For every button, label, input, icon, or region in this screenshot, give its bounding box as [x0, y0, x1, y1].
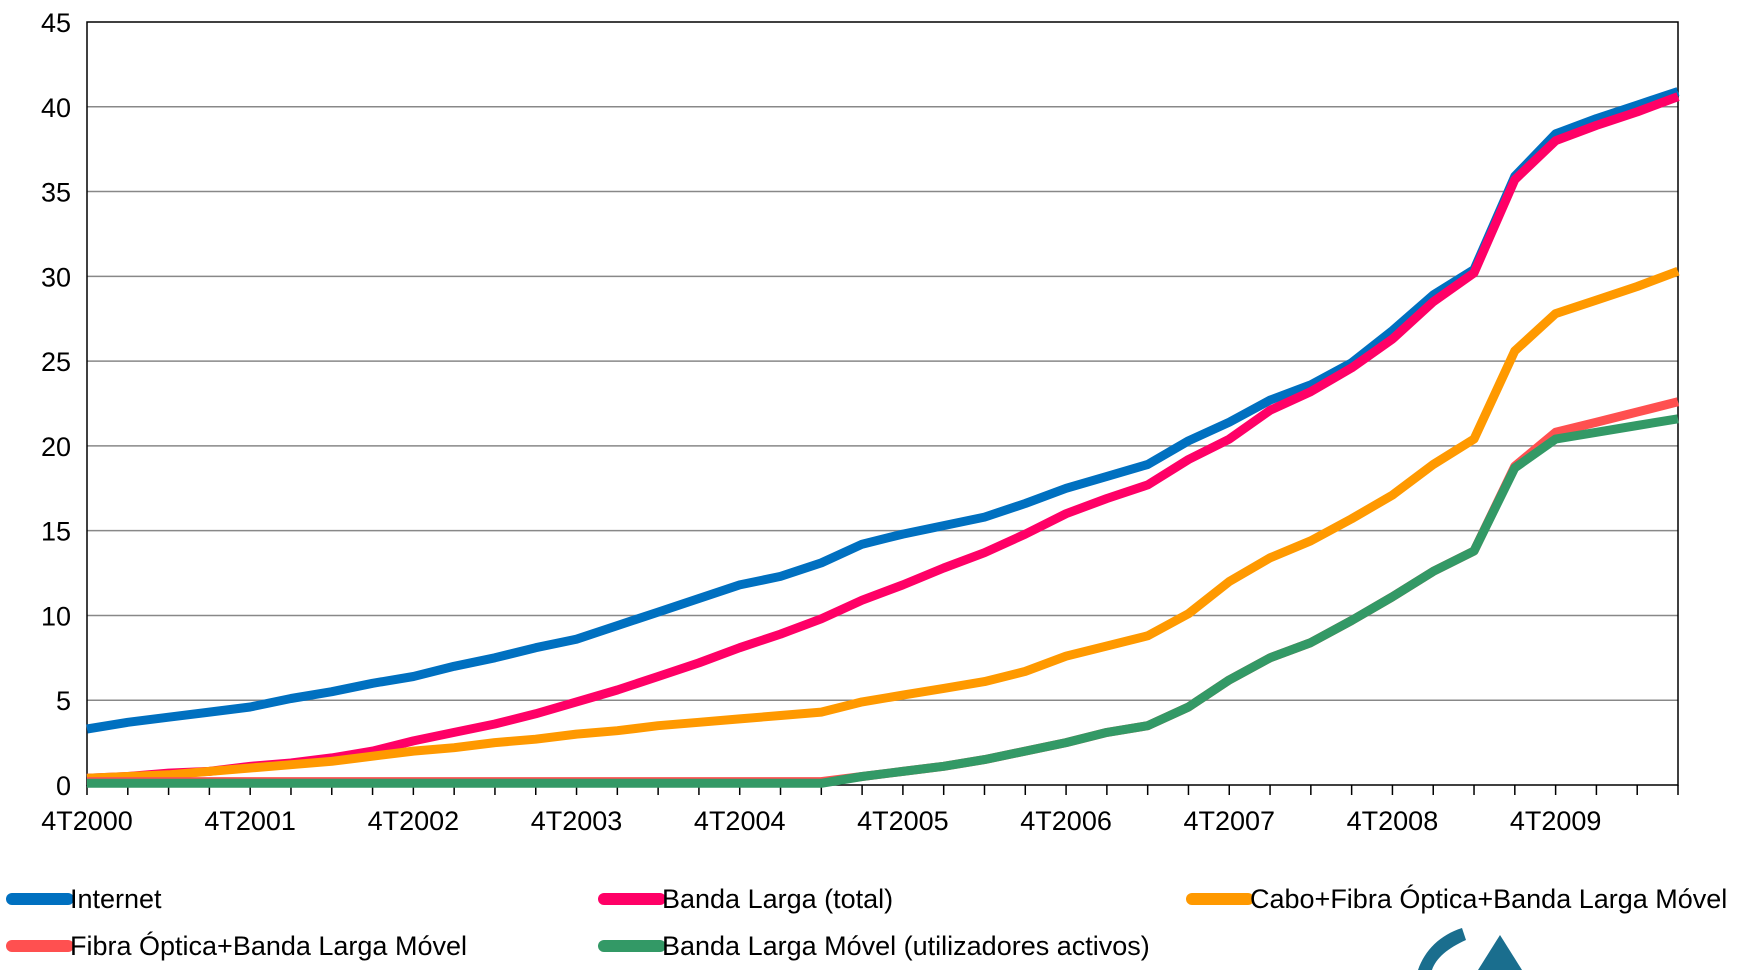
legend-label: Banda Larga (total): [662, 884, 893, 914]
axes: 0 5 10 15 20 25 30 35 40 45 4T2000 4T2001 4T2002 4T20…: [41, 8, 1679, 836]
x-tick-label: 4T2008: [1347, 806, 1439, 836]
y-tick-label: 40: [41, 93, 71, 123]
legend: Internet Banda Larga (total) Cabo+Fibra Óp…: [6, 883, 1727, 961]
series-line: [86, 92, 1680, 783]
logo: [1418, 928, 1522, 970]
y-tick-label: 20: [41, 432, 71, 462]
y-tick-label: 0: [56, 771, 71, 801]
legend-label: Cabo+Fibra Óptica+Banda Larga Móvel: [1250, 883, 1727, 914]
x-tick-label: 4T2007: [1183, 806, 1275, 836]
gridlines: [87, 106, 1678, 701]
logo-peak: [1478, 935, 1522, 970]
series-line: [86, 87, 1680, 734]
x-tick-label: 4T2001: [204, 806, 296, 836]
y-tick-label: 45: [41, 8, 71, 38]
x-tick-label: 4T2002: [368, 806, 460, 836]
y-tick-label: 10: [41, 601, 71, 631]
y-tick-label: 15: [41, 517, 71, 547]
y-tick-label: 30: [41, 262, 71, 292]
legend-label: Fibra Óptica+Banda Larga Móvel: [70, 930, 467, 961]
x-tick-label: 4T2006: [1020, 806, 1112, 836]
plot-area-frame: [86, 21, 1679, 786]
legend-label: Banda Larga Móvel (utilizadores activos): [662, 931, 1150, 961]
x-tick-label: 4T2009: [1510, 806, 1602, 836]
y-tick-label: 35: [41, 178, 71, 208]
logo-swoosh: [1418, 928, 1466, 970]
legend-label: Internet: [70, 884, 162, 914]
series-line: [87, 414, 1679, 788]
x-tick-label: 4T2005: [857, 806, 949, 836]
x-tick-label: 4T2004: [694, 806, 786, 836]
x-tick-label: 4T2003: [531, 806, 623, 836]
series-lines: [86, 87, 1680, 788]
x-tick-label: 4T2000: [41, 806, 133, 836]
y-tick-label: 5: [56, 686, 71, 716]
series-line: [86, 266, 1680, 783]
y-tick-label: 25: [41, 347, 71, 377]
